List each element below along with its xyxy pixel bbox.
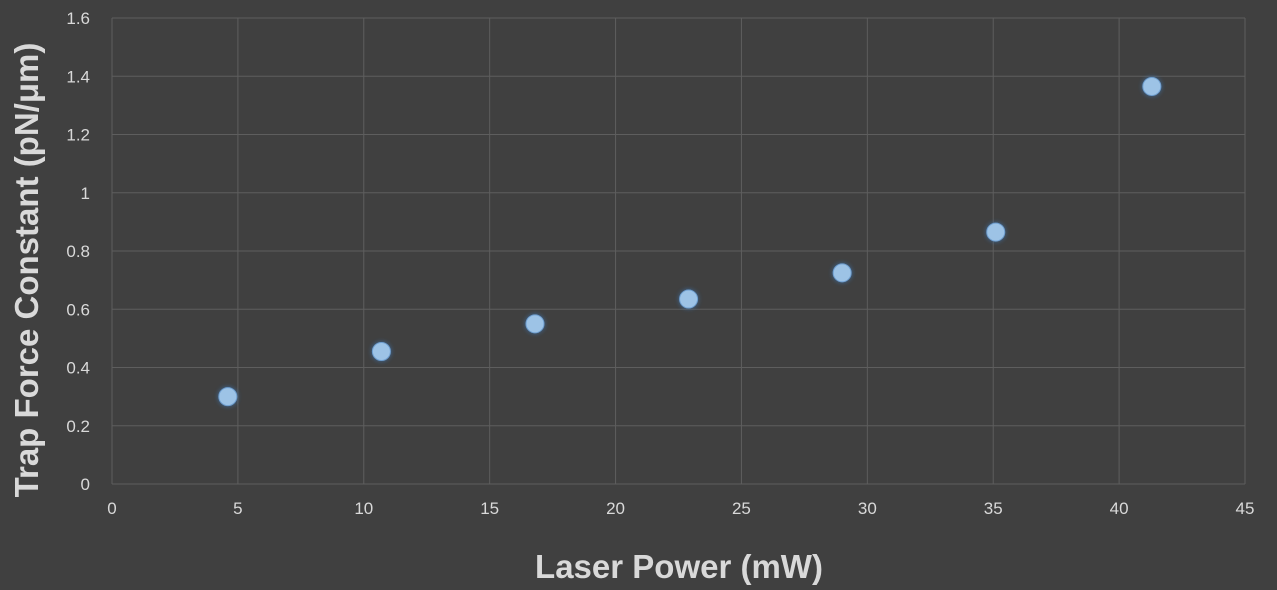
data-point [1142, 76, 1162, 96]
x-axis-title: Laser Power (mW) [535, 548, 823, 585]
data-point [525, 314, 545, 334]
x-tick-label: 25 [732, 499, 751, 518]
x-tick-label: 45 [1236, 499, 1255, 518]
data-point [679, 289, 699, 309]
y-axis-title: Trap Force Constant (pN/μm) [8, 43, 45, 498]
y-tick-label: 1.4 [66, 67, 90, 86]
y-tick-label: 1.2 [66, 126, 90, 145]
x-tick-label: 0 [107, 499, 116, 518]
x-tick-label: 40 [1110, 499, 1129, 518]
x-tick-label: 10 [354, 499, 373, 518]
x-tick-label: 5 [233, 499, 242, 518]
x-gridlines [111, 18, 1246, 484]
y-tick-label: 0.8 [66, 242, 90, 261]
y-tick-label: 0.4 [66, 359, 90, 378]
data-point [218, 387, 238, 407]
x-tick-labels: 0 5 10 15 20 25 30 35 40 45 [107, 499, 1254, 518]
x-tick-label: 15 [480, 499, 499, 518]
data-point [371, 341, 391, 361]
data-point [832, 263, 852, 283]
y-tick-label: 0 [81, 475, 90, 494]
x-tick-label: 30 [858, 499, 877, 518]
y-tick-label: 1.6 [66, 9, 90, 28]
y-tick-label: 0.6 [66, 300, 90, 319]
y-gridlines [112, 17, 1245, 485]
y-tick-labels: 0 0.2 0.4 0.6 0.8 1 1.2 1.4 1.6 [66, 9, 90, 494]
y-tick-label: 0.2 [66, 417, 90, 436]
data-point [986, 222, 1006, 242]
data-points [218, 76, 1162, 407]
x-tick-label: 35 [984, 499, 1003, 518]
y-tick-label: 1 [81, 184, 90, 203]
x-tick-label: 20 [606, 499, 625, 518]
